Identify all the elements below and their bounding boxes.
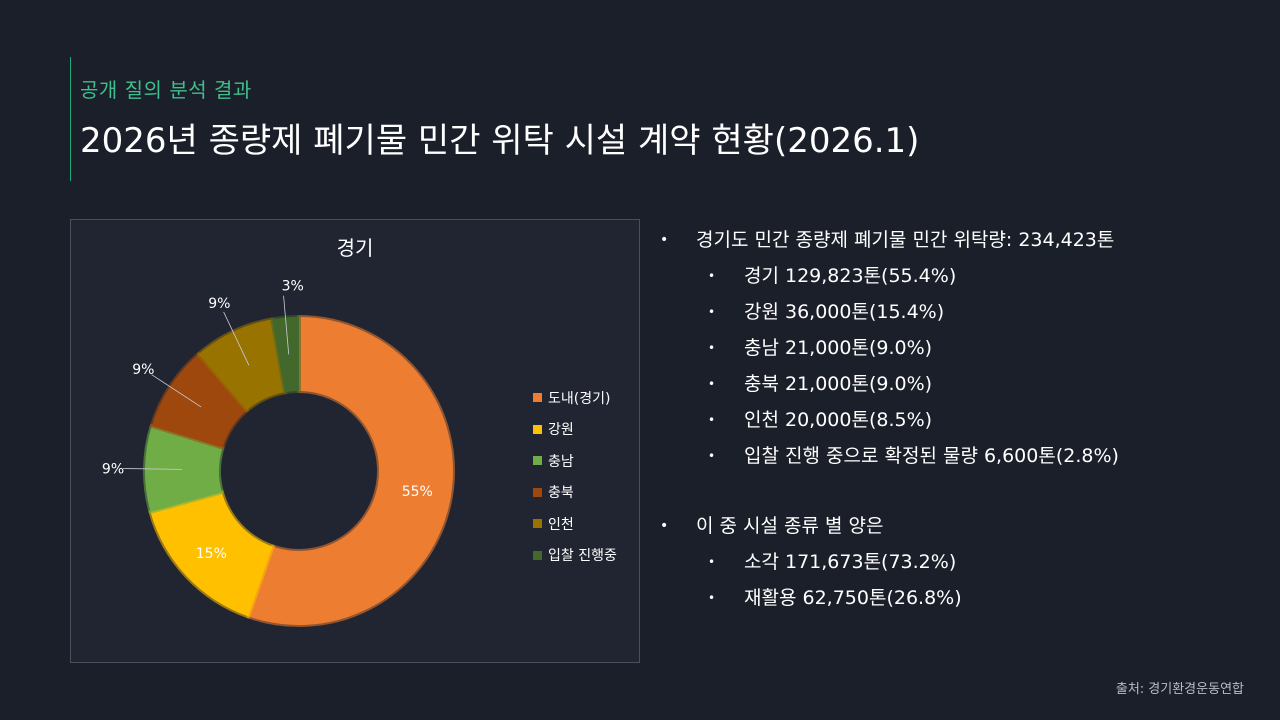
page-title: 2026년 종량제 폐기물 민간 위탁 시설 계약 현황(2026.1) [80,121,920,161]
leader-line [223,311,250,366]
info-item: 인천 20,000톤(8.5%) [660,402,1119,438]
source-note: 출처: 경기환경운동연합 [1115,682,1244,697]
info-item: 소각 171,673톤(73.2%) [660,544,1119,580]
data-label: 55% [402,484,433,500]
legend-label: 입찰 진행중 [548,548,617,565]
page-subtitle: 공개 질의 분석 결과 [80,78,252,102]
info-item: 재활용 62,750톤(26.8%) [660,580,1119,616]
legend-label: 강원 [548,422,574,439]
donut-slice [270,315,301,395]
legend-item: 도내(경기) [533,382,617,414]
data-label: 9% [102,461,124,477]
data-label: 3% [282,279,304,295]
chart-title: 경기 [336,236,374,260]
legend-item: 입찰 진행중 [533,540,617,572]
legend-item: 인천 [533,508,617,540]
legend-swatch [533,550,542,560]
info-item: 충북 21,000톤(9.0%) [660,366,1119,402]
legend-label: 도내(경기) [548,390,611,407]
info-item: 충남 21,000톤(9.0%) [660,330,1119,366]
info-panel: 경기도 민간 종량제 폐기물 민간 위탁량: 234,423톤 경기 129,8… [660,222,1119,616]
info-heading-total: 경기도 민간 종량제 폐기물 민간 위탁량: 234,423톤 [660,222,1119,258]
info-item: 경기 129,823톤(55.4%) [660,258,1119,294]
data-label: 9% [132,362,154,378]
data-label: 15% [196,546,227,562]
legend-swatch [533,456,542,466]
legend-label: 충북 [548,485,574,502]
legend-item: 강원 [533,414,617,446]
data-label: 9% [208,296,230,312]
info-heading-facility: 이 중 시설 종류 별 양은 [660,508,1119,544]
legend-swatch [533,424,542,434]
leader-line [151,374,202,408]
donut-chart: 55% 15% 9% 9% 9% 3% [102,279,455,627]
legend-item: 충남 [533,445,617,477]
legend-swatch [533,519,542,529]
donut-slice [246,315,455,627]
leader-line [283,295,290,355]
legend-swatch [533,487,542,497]
legend-label: 인천 [548,516,574,533]
spacer [660,474,1119,508]
legend-label: 충남 [548,453,574,470]
info-item: 입찰 진행 중으로 확정된 물량 6,600톤(2.8%) [660,438,1119,474]
legend-item: 충북 [533,477,617,509]
legend-swatch [533,393,542,403]
info-item: 강원 36,000톤(15.4%) [660,294,1119,330]
leader-line [123,468,183,470]
accent-line [70,57,71,181]
